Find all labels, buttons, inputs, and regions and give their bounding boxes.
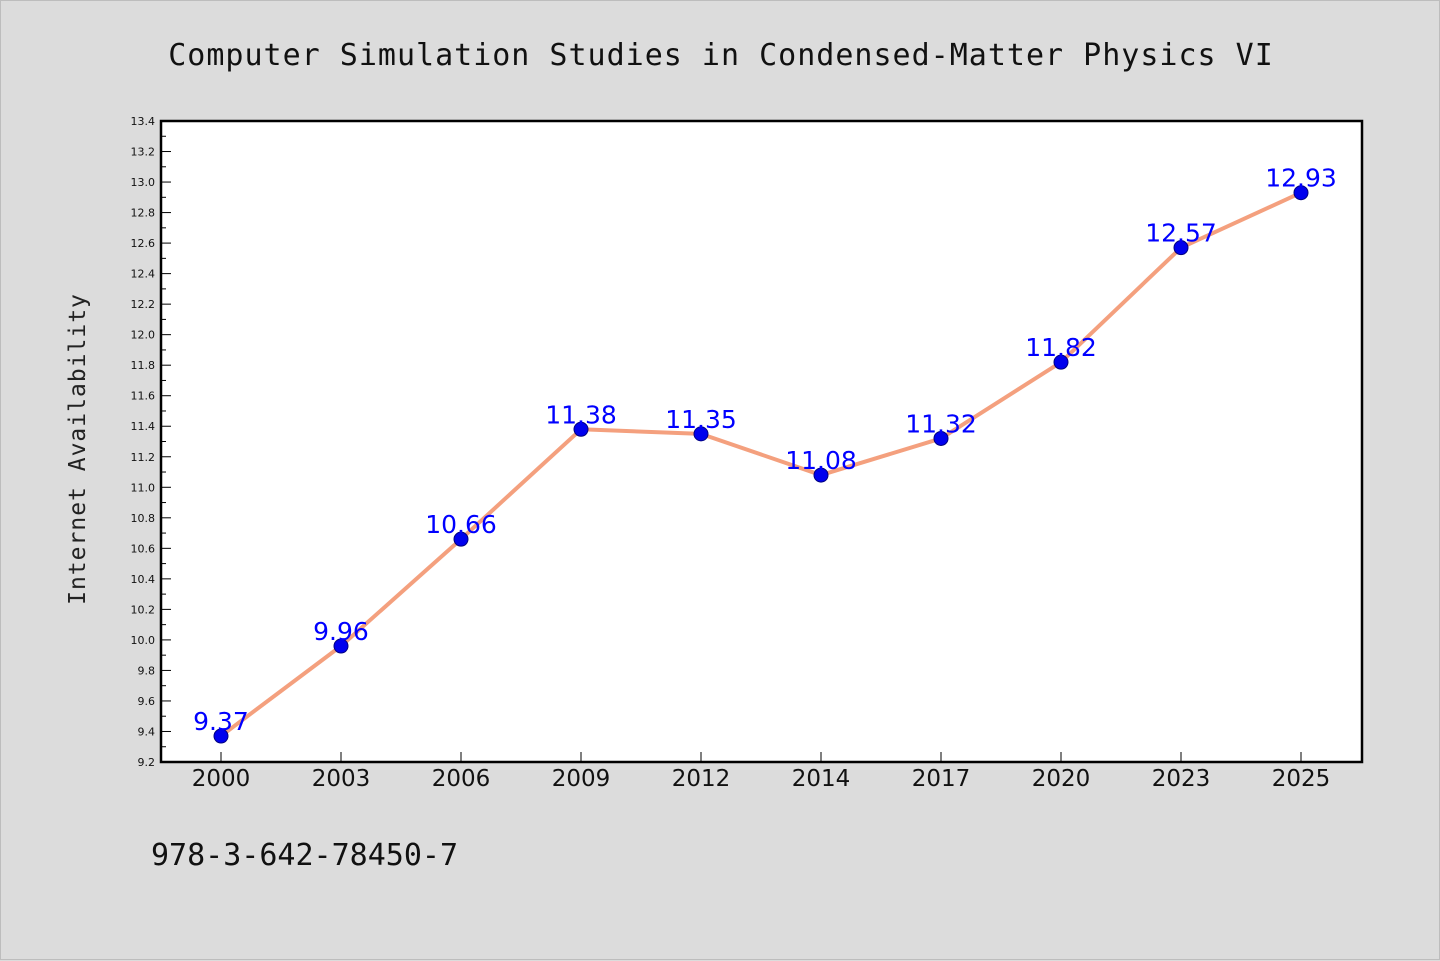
data-label: 12.93: [1265, 164, 1337, 193]
x-tick-label: 2009: [552, 766, 611, 792]
x-tick-label: 2003: [312, 766, 371, 792]
data-label: 11.38: [545, 400, 617, 429]
data-label: 11.82: [1025, 333, 1097, 362]
y-tick-label: 11.8: [131, 359, 156, 372]
y-tick-label: 13.2: [131, 146, 156, 159]
y-tick-label: 10.4: [131, 573, 156, 586]
y-tick-label: 13.0: [131, 176, 156, 189]
y-axis-label: Internet Availability: [65, 293, 91, 605]
x-tick-label: 2012: [672, 766, 731, 792]
x-tick-label: 2006: [432, 766, 491, 792]
data-point: [453, 531, 469, 547]
x-tick-label: 2017: [912, 766, 971, 792]
plot-area: [159, 119, 1364, 764]
y-tick-label: 11.2: [131, 451, 156, 464]
data-label: 11.32: [905, 409, 977, 438]
data-label: 9.96: [313, 617, 369, 646]
data-point: [1293, 185, 1309, 201]
data-label: 10.66: [425, 510, 497, 539]
x-tick-label: 2025: [1272, 766, 1331, 792]
data-label: 12.57: [1145, 219, 1217, 248]
data-point: [933, 430, 949, 446]
y-tick-label: 11.6: [131, 390, 156, 403]
y-tick-label: 9.4: [138, 725, 156, 738]
data-point: [573, 421, 589, 437]
data-label: 11.08: [785, 446, 857, 475]
data-point: [1173, 240, 1189, 256]
y-tick-label: 12.4: [131, 268, 156, 281]
y-tick-label: 12.2: [131, 298, 156, 311]
x-tick-label: 2020: [1032, 766, 1091, 792]
isbn-text: 978-3-642-78450-7: [151, 838, 458, 873]
y-tick-label: 9.8: [138, 664, 156, 677]
y-tick-label: 9.2: [138, 756, 156, 769]
data-point: [693, 426, 709, 442]
data-label: 11.35: [665, 405, 737, 434]
series-line: [219, 190, 1302, 738]
y-tick-label: 9.6: [138, 695, 156, 708]
data-point: [813, 467, 829, 483]
data-labels: 9.37 9.96 10.66 11.38 11.35 11.08 11.32 11.82 12…: [193, 164, 1337, 736]
y-tick-label: 11.0: [131, 481, 156, 494]
y-tick-label: 12.8: [131, 207, 156, 220]
y-tick-label: 10.8: [131, 512, 156, 525]
y-tick-label: 12.6: [131, 237, 156, 250]
data-label: 9.37: [193, 707, 249, 736]
y-tick-label: 11.4: [131, 420, 156, 433]
x-axis-ticks: 2000 2003 2006 2009 2012 2014 2017 2020 2023 2025: [192, 752, 1331, 792]
data-point: [1053, 354, 1069, 370]
data-point: [213, 728, 229, 744]
y-tick-label: 10.2: [131, 603, 156, 616]
x-tick-label: 2014: [792, 766, 851, 792]
x-tick-label: 2023: [1152, 766, 1211, 792]
data-series: [213, 185, 1309, 744]
y-axis-ticks: 9.2 9.4 9.6 9.8 10.0 10.2 10.4 10.6 10.8 11.0 11.2…: [131, 115, 171, 769]
y-tick-label: 10.0: [131, 634, 156, 647]
chart-title: Computer Simulation Studies in Condensed…: [168, 38, 1274, 73]
data-point: [333, 638, 349, 654]
y-tick-label: 10.6: [131, 542, 156, 555]
x-tick-label: 2000: [192, 766, 251, 792]
y-tick-label: 12.0: [131, 329, 156, 342]
y-tick-label: 13.4: [131, 115, 156, 128]
